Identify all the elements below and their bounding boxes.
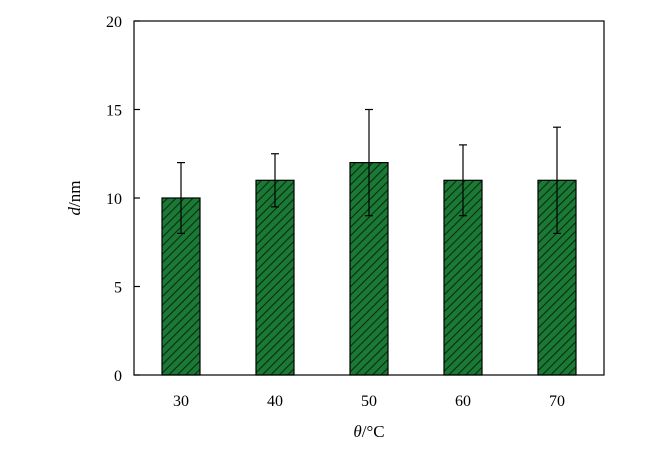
y-tick-label: 5 bbox=[114, 280, 122, 297]
error-bar-60 bbox=[459, 144, 467, 217]
error-bar-30 bbox=[177, 162, 185, 234]
y-axis: 0 5 10 15 20 bbox=[106, 14, 140, 385]
error-bar-40 bbox=[271, 153, 279, 208]
x-axis-symbol: θ bbox=[353, 422, 361, 441]
bar-60 bbox=[443, 179, 483, 376]
y-tick-label: 15 bbox=[106, 103, 122, 120]
x-tick-label: 30 bbox=[173, 393, 189, 410]
x-tick-label: 60 bbox=[455, 393, 471, 410]
y-axis-unit: /nm bbox=[65, 181, 84, 207]
bar-40 bbox=[255, 179, 295, 376]
y-tick-label: 0 bbox=[114, 368, 122, 385]
y-tick-label: 10 bbox=[106, 191, 122, 208]
error-bar-50 bbox=[365, 108, 373, 217]
y-axis-symbol: d bbox=[65, 206, 84, 215]
y-tick-label: 20 bbox=[106, 14, 122, 31]
x-tick-label: 50 bbox=[361, 393, 377, 410]
x-tick-label: 40 bbox=[267, 393, 283, 410]
error-bar-70 bbox=[553, 126, 561, 234]
x-axis-title: θ/°C bbox=[353, 422, 384, 441]
x-tick-label: 70 bbox=[549, 393, 565, 410]
x-axis-unit: /°C bbox=[362, 422, 385, 441]
y-axis-title: d/nm bbox=[65, 181, 84, 216]
x-axis: 30 40 50 60 70 bbox=[173, 393, 565, 410]
error-bars-layer bbox=[177, 108, 561, 234]
